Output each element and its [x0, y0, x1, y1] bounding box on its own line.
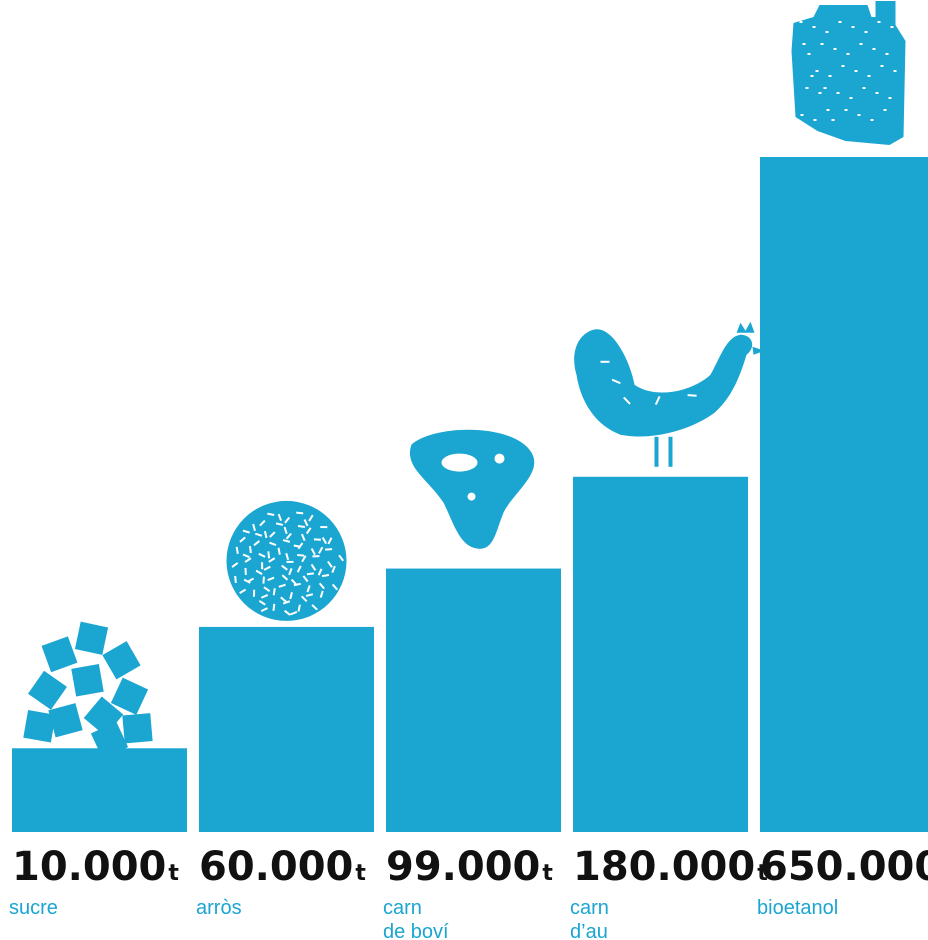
- bar-bioetanol: [760, 157, 928, 832]
- fuel-jerrycan-icon: [791, 1, 906, 145]
- value-number: 10.000: [12, 844, 166, 890]
- value-label-arros: 60.000t: [199, 844, 366, 890]
- category-label-carn-au: d’au: [570, 921, 608, 940]
- category-label-carn-au: carn: [570, 897, 609, 919]
- category-label-carn-bovi: de boví: [383, 921, 449, 940]
- bar-carn-au: [573, 476, 748, 832]
- beef-steak-icon: [409, 429, 535, 549]
- category-label-bioetanol: bioetanol: [757, 897, 838, 919]
- rooster-icon: [574, 321, 765, 467]
- value-unit: t: [355, 861, 366, 886]
- icons-group: [23, 1, 906, 759]
- value-label-bioetanol: 650.000t: [760, 844, 928, 890]
- bars-group: [12, 157, 928, 832]
- value-unit: t: [757, 861, 768, 886]
- value-number: 60.000: [199, 844, 353, 890]
- bar-arros: [199, 626, 374, 832]
- bar-sucre: [12, 748, 187, 832]
- value-unit: t: [168, 861, 179, 886]
- value-label-sucre: 10.000t: [12, 844, 179, 890]
- sugar-cubes-icon: [23, 621, 153, 759]
- rice-pile-icon: [226, 500, 347, 621]
- bar-carn-bovi: [386, 568, 561, 832]
- value-number: 99.000: [386, 844, 540, 890]
- value-number: 650.000: [760, 844, 928, 890]
- category-label-arros: arròs: [196, 897, 242, 919]
- category-label-carn-bovi: carn: [383, 897, 422, 919]
- value-label-carn-au: 180.000t: [573, 844, 768, 890]
- value-number: 180.000: [573, 844, 755, 890]
- value-unit: t: [542, 861, 553, 886]
- value-label-carn-bovi: 99.000t: [386, 844, 553, 890]
- category-label-sucre: sucre: [9, 897, 58, 919]
